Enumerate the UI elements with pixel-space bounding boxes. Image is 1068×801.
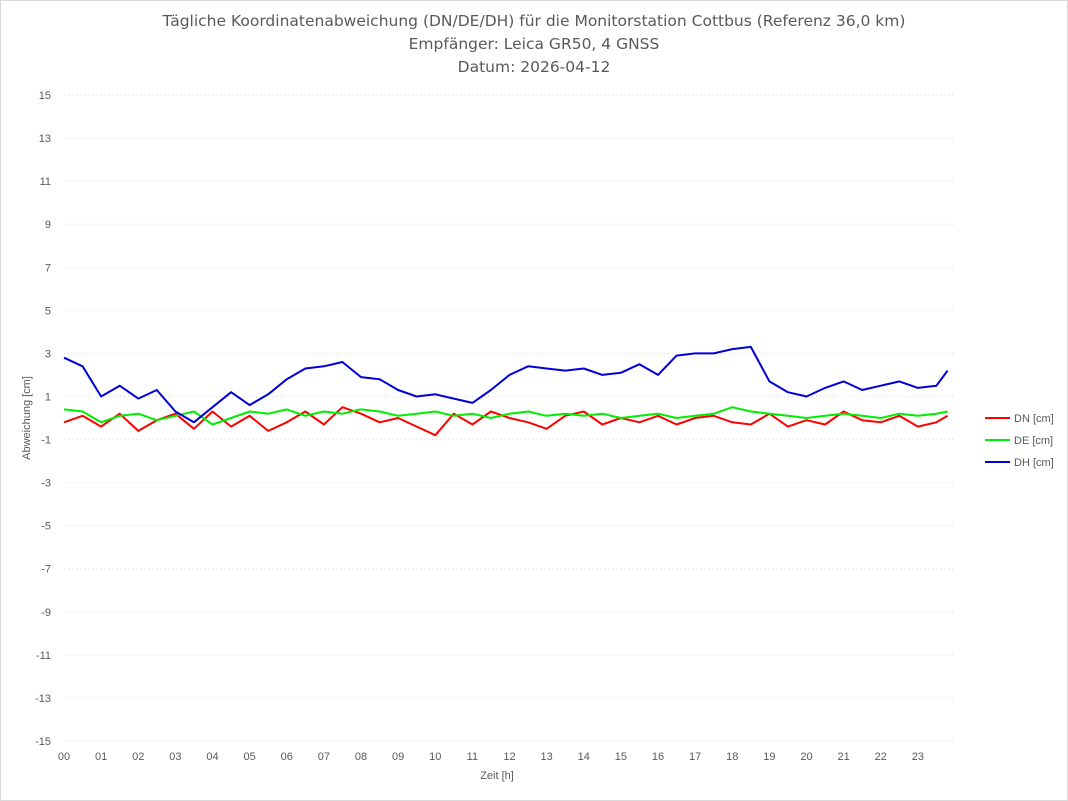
x-tick-label: 19 (763, 751, 775, 763)
series-line-dh (63, 345, 949, 424)
x-tick-label: 09 (392, 751, 404, 763)
x-tick-label: 02 (132, 751, 144, 763)
x-tick-label: 03 (169, 751, 181, 763)
x-tick-label: 17 (689, 751, 701, 763)
x-tick-label: 13 (541, 751, 553, 763)
legend-label-de: DE [cm] (1014, 435, 1053, 447)
x-tick-label: 05 (244, 751, 256, 763)
y-tick-label: 11 (40, 176, 51, 188)
x-tick-label: 21 (838, 751, 850, 763)
x-axis-title: Zeit [h] (480, 770, 514, 782)
x-tick-label: 15 (615, 751, 627, 763)
tick-layer: 15 13 11 9 7 5 3 1 -1 -3 -5 -7 -9 -11 -13 -15 00 01 02 03 04… (35, 90, 924, 763)
series-layer (63, 345, 949, 437)
x-tick-label: 20 (800, 751, 812, 763)
series-line-dn (63, 406, 949, 437)
y-tick-label: 9 (45, 219, 51, 231)
x-tick-label: 11 (467, 751, 478, 763)
y-tick-label: 1 (45, 391, 51, 403)
x-tick-label: 23 (912, 751, 924, 763)
x-tick-label: 10 (429, 751, 441, 763)
x-tick-label: 07 (318, 751, 330, 763)
legend-label-dn: DN [cm] (1014, 413, 1054, 425)
y-axis-title: Abweichung [cm] (21, 376, 33, 460)
x-tick-label: 12 (503, 751, 515, 763)
x-tick-label: 16 (652, 751, 664, 763)
x-tick-label: 00 (58, 751, 70, 763)
y-tick-label: 7 (45, 262, 51, 274)
grid-layer (64, 94, 955, 742)
x-tick-label: 06 (281, 751, 293, 763)
y-tick-label: -11 (36, 650, 51, 662)
y-tick-label: 3 (45, 348, 51, 360)
y-tick-label: -13 (35, 693, 51, 705)
y-tick-label: 15 (39, 90, 51, 102)
y-tick-label: -3 (41, 478, 51, 490)
y-tick-label: -1 (41, 435, 51, 447)
x-tick-label: 14 (578, 751, 590, 763)
chart-title-line-3: Datum: 2026-04-12 (457, 58, 611, 76)
x-tick-label: 01 (95, 751, 107, 763)
x-tick-label: 04 (206, 751, 218, 763)
y-tick-label: 5 (45, 305, 51, 317)
chart-title-line-2: Empfänger: Leica GR50, 4 GNSS (408, 35, 660, 53)
legend: DN [cm] DE [cm] DH [cm] (985, 413, 1054, 469)
y-tick-label: 13 (39, 133, 51, 145)
y-tick-label: -7 (41, 564, 51, 576)
y-tick-label: -5 (41, 521, 51, 533)
series-line-de (63, 406, 948, 426)
chart-title-line-1: Tägliche Koordinatenabweichung (DN/DE/DH… (162, 12, 906, 30)
x-tick-label: 22 (875, 751, 887, 763)
x-tick-label: 08 (355, 751, 367, 763)
y-tick-label: -15 (35, 736, 51, 748)
legend-label-dh: DH [cm] (1014, 457, 1054, 469)
x-tick-label: 18 (726, 751, 738, 763)
y-tick-label: -9 (41, 607, 51, 619)
